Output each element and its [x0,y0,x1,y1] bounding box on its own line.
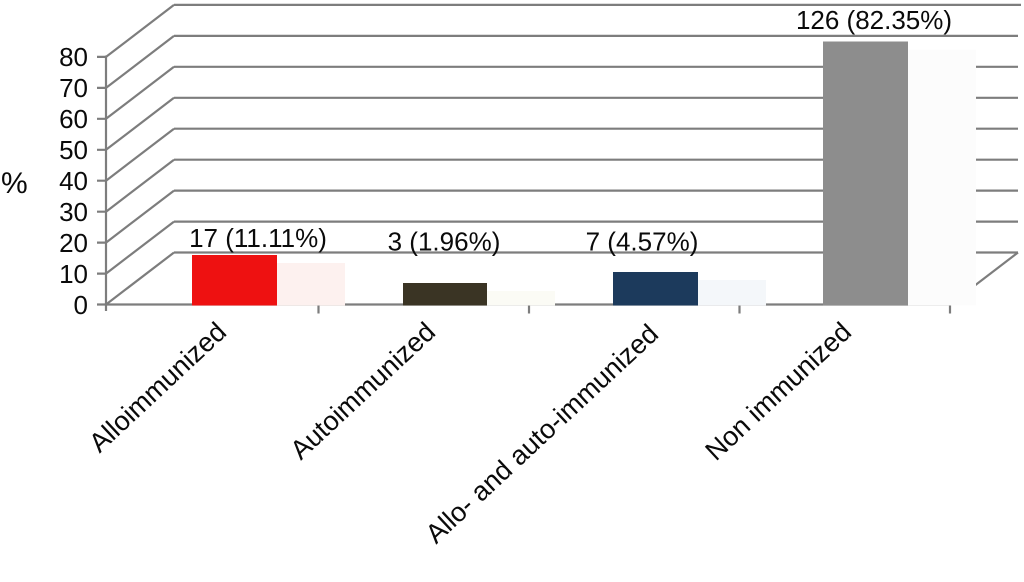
cat-label-allo-and-auto: Allo- and auto-immunized [420,318,664,549]
ytick-60: 60 [59,104,88,134]
y-axis [97,55,108,311]
diagonal-set [105,4,175,306]
bar-allo-and-auto [613,272,698,306]
ytick-40: 40 [59,166,88,196]
x-category-labels: Alloimmunized Autoimmunized Allo- and au… [83,316,857,549]
value-label-autoimmunized: 3 (1.96%) [388,227,501,257]
bar-side-alloimmunized [277,263,345,306]
gridline-set [174,3,1021,254]
x-axis-ticks [317,304,952,314]
bar-side-autoimmunized [487,291,555,306]
back-wall-gridlines [174,3,1021,254]
ytick-30: 30 [59,197,88,227]
bar-autoimmunized [403,283,487,306]
ytick-80: 80 [59,42,88,72]
bar-value-labels: 17 (11.11%) 3 (1.96%) 7 (4.57%) 126 (82.… [189,5,952,257]
depth-diagonals [105,4,175,306]
bar-side-allo-and-auto [698,280,766,306]
cat-label-autoimmunized: Autoimmunized [285,316,442,465]
value-label-non-immunized: 126 (82.35%) [796,5,952,35]
bars [192,41,908,306]
ytick-70: 70 [59,73,88,103]
ytick-0: 0 [74,290,88,320]
value-label-allo-and-auto: 7 (4.57%) [586,227,699,257]
bar-alloimmunized [192,255,277,306]
ytick-50: 50 [59,135,88,165]
bar-side-non-immunized [908,49,976,306]
ytick-10: 10 [59,259,88,289]
value-label-alloimmunized: 17 (11.11%) [189,223,327,253]
cat-label-alloimmunized: Alloimmunized [83,316,232,458]
cat-label-non-immunized: Non immunized [699,316,857,466]
ytick-20: 20 [59,228,88,258]
y-axis-title: % [1,167,28,200]
y-axis-ticks [97,55,106,306]
bar-non-immunized [823,41,908,306]
bar-side-faces [277,49,976,306]
y-tick-labels: 80 70 60 50 40 30 20 10 0 [59,42,88,320]
